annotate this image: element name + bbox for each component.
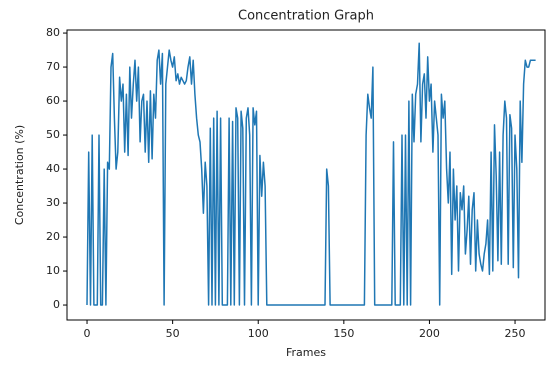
- x-tick-label: 0: [84, 327, 91, 340]
- y-tick-label: 30: [46, 196, 60, 209]
- y-tick-label: 70: [46, 60, 60, 73]
- y-tick-label: 10: [46, 264, 60, 277]
- chart-title: Concentration Graph: [238, 9, 374, 24]
- x-tick-label: 50: [166, 327, 180, 340]
- plot-frame: [66, 29, 546, 321]
- x-axis-label: Frames: [286, 346, 326, 359]
- y-tick-label: 50: [46, 128, 60, 141]
- y-tick-label: 40: [46, 162, 60, 175]
- x-tick-label: 200: [419, 327, 440, 340]
- y-tick-label: 0: [53, 298, 60, 311]
- y-tick-label: 60: [46, 94, 60, 107]
- data-line: [86, 42, 536, 306]
- y-tick-label: 80: [46, 26, 60, 39]
- x-tick-label: 150: [333, 327, 354, 340]
- x-tick-label: 100: [248, 327, 269, 340]
- y-axis-label: Concentration (%): [13, 125, 26, 225]
- x-tick-label: 250: [505, 327, 526, 340]
- y-tick-label: 20: [46, 230, 60, 243]
